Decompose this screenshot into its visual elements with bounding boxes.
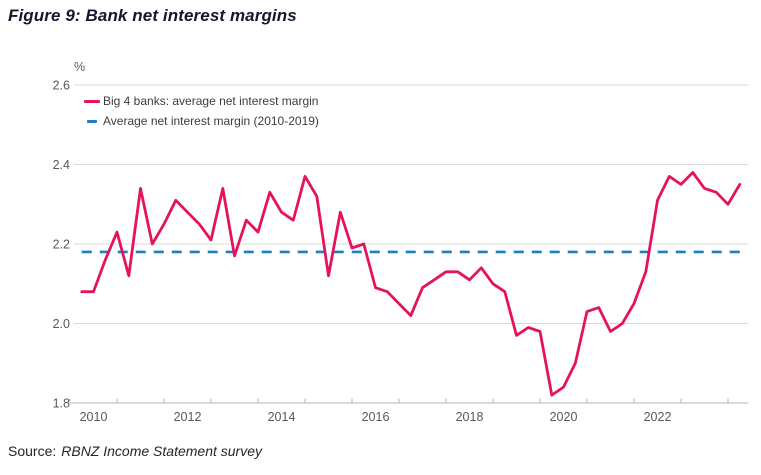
x-tick-label-2012: 2012 xyxy=(174,410,202,424)
y-tick-label-2.2: 2.2 xyxy=(53,238,70,252)
legend-item-average: Average net interest margin (2010-2019) xyxy=(84,111,319,131)
dashed-line-swatch-icon xyxy=(87,119,97,123)
y-tick-label-1.8: 1.8 xyxy=(53,397,70,411)
y-tick-label-2.4: 2.4 xyxy=(53,158,70,172)
x-tick-label-2010: 2010 xyxy=(80,410,108,424)
figure-title: Figure 9: Bank net interest margins xyxy=(8,6,297,25)
source-note: Source: RBNZ Income Statement survey xyxy=(8,443,262,459)
y-tick-label-2.0: 2.0 xyxy=(53,317,70,331)
source-prefix: Source: xyxy=(8,443,57,459)
solid-line-swatch-icon xyxy=(84,99,100,103)
x-tick-label-2020: 2020 xyxy=(550,410,578,424)
y-axis-unit-label: % xyxy=(74,60,86,74)
source-text: RBNZ Income Statement survey xyxy=(61,443,262,459)
legend-item-big4: Big 4 banks: average net interest margin xyxy=(84,91,319,111)
legend-label-big4: Big 4 banks: average net interest margin xyxy=(103,94,319,108)
series-big4-line xyxy=(80,171,742,397)
legend-label-average: Average net interest margin (2010-2019) xyxy=(103,114,319,128)
legend: Big 4 banks: average net interest margin… xyxy=(84,91,319,131)
x-tick-label-2018: 2018 xyxy=(456,410,484,424)
x-tick-label-2022: 2022 xyxy=(644,410,672,424)
x-tick-label-2016: 2016 xyxy=(362,410,390,424)
y-tick-label-2.6: 2.6 xyxy=(53,79,70,93)
x-tick-label-2014: 2014 xyxy=(268,410,296,424)
